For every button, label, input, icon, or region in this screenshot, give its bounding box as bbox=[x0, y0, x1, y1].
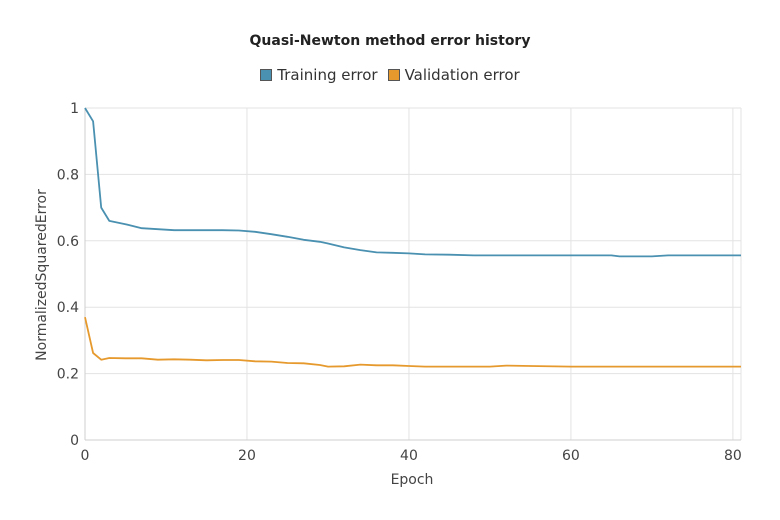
x-axis-label: Epoch bbox=[391, 472, 434, 488]
y-tick-label: 0 bbox=[70, 433, 79, 449]
legend-label-validation: Validation error bbox=[404, 66, 520, 84]
series-line-training bbox=[84, 107, 741, 258]
legend-swatch-validation bbox=[387, 69, 400, 81]
series-line-validation bbox=[84, 317, 741, 368]
x-axis-ticks: 0 20 40 60 80 bbox=[81, 448, 742, 464]
legend-label-training: Training error bbox=[277, 66, 378, 84]
y-axis-label: NormalizedSquaredError bbox=[34, 189, 50, 361]
x-tick-label: 40 bbox=[400, 448, 418, 464]
y-tick-label: 0.4 bbox=[57, 300, 79, 316]
chart-legend: Training error Validation error bbox=[0, 66, 780, 84]
x-tick-label: 80 bbox=[724, 448, 742, 464]
y-tick-label: 0.8 bbox=[57, 167, 79, 183]
legend-item-validation[interactable]: Validation error bbox=[387, 66, 520, 84]
legend-item-training[interactable]: Training error bbox=[260, 66, 378, 84]
legend-swatch-training bbox=[260, 69, 273, 81]
series-lines bbox=[84, 107, 741, 368]
x-tick-label: 20 bbox=[238, 448, 256, 464]
y-axis-ticks: 0 0.2 0.4 0.6 0.8 1 bbox=[57, 101, 79, 449]
chart-title: Quasi-Newton method error history bbox=[249, 33, 531, 49]
x-tick-label: 60 bbox=[562, 448, 580, 464]
y-tick-label: 0.2 bbox=[57, 367, 79, 383]
y-tick-label: 0.6 bbox=[57, 234, 79, 250]
x-tick-label: 0 bbox=[81, 448, 90, 464]
y-tick-label: 1 bbox=[70, 101, 79, 117]
grid-lines bbox=[84, 107, 742, 441]
